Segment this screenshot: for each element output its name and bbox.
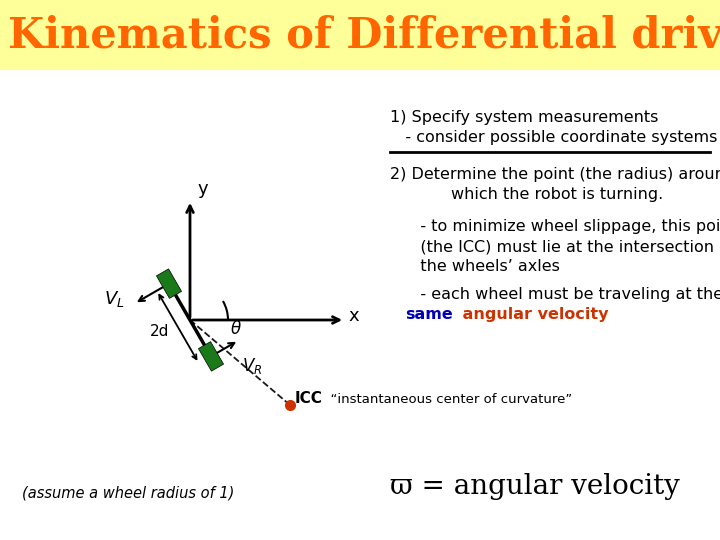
Text: ICC: ICC — [295, 391, 323, 406]
Text: the wheels’ axles: the wheels’ axles — [405, 259, 560, 274]
Text: $\theta$: $\theta$ — [230, 320, 242, 338]
Text: $V_R$: $V_R$ — [242, 356, 262, 376]
Text: y: y — [198, 180, 209, 198]
Bar — [0, 0, 720, 70]
Text: 1) Specify system measurements: 1) Specify system measurements — [390, 110, 658, 125]
Text: - to minimize wheel slippage, this point: - to minimize wheel slippage, this point — [405, 219, 720, 234]
Text: x: x — [348, 307, 359, 325]
Text: - each wheel must be traveling at the: - each wheel must be traveling at the — [405, 287, 720, 302]
Text: - consider possible coordinate systems: - consider possible coordinate systems — [390, 130, 717, 145]
Bar — [156, 269, 181, 299]
Text: ϖ = angular velocity: ϖ = angular velocity — [390, 473, 680, 500]
Text: which the robot is turning.: which the robot is turning. — [410, 187, 663, 202]
Text: same: same — [405, 307, 453, 322]
Text: $V_L$: $V_L$ — [104, 288, 125, 309]
Text: Kinematics of Differential drive: Kinematics of Differential drive — [8, 14, 720, 56]
Text: (assume a wheel radius of 1): (assume a wheel radius of 1) — [22, 485, 235, 500]
Text: 2) Determine the point (the radius) around: 2) Determine the point (the radius) arou… — [390, 167, 720, 182]
Text: 2d: 2d — [150, 323, 169, 339]
Bar — [199, 342, 224, 371]
Text: angular velocity: angular velocity — [457, 307, 608, 322]
Text: (the ICC) must lie at the intersection of: (the ICC) must lie at the intersection o… — [405, 239, 720, 254]
Text: “instantaneous center of curvature”: “instantaneous center of curvature” — [322, 393, 572, 406]
